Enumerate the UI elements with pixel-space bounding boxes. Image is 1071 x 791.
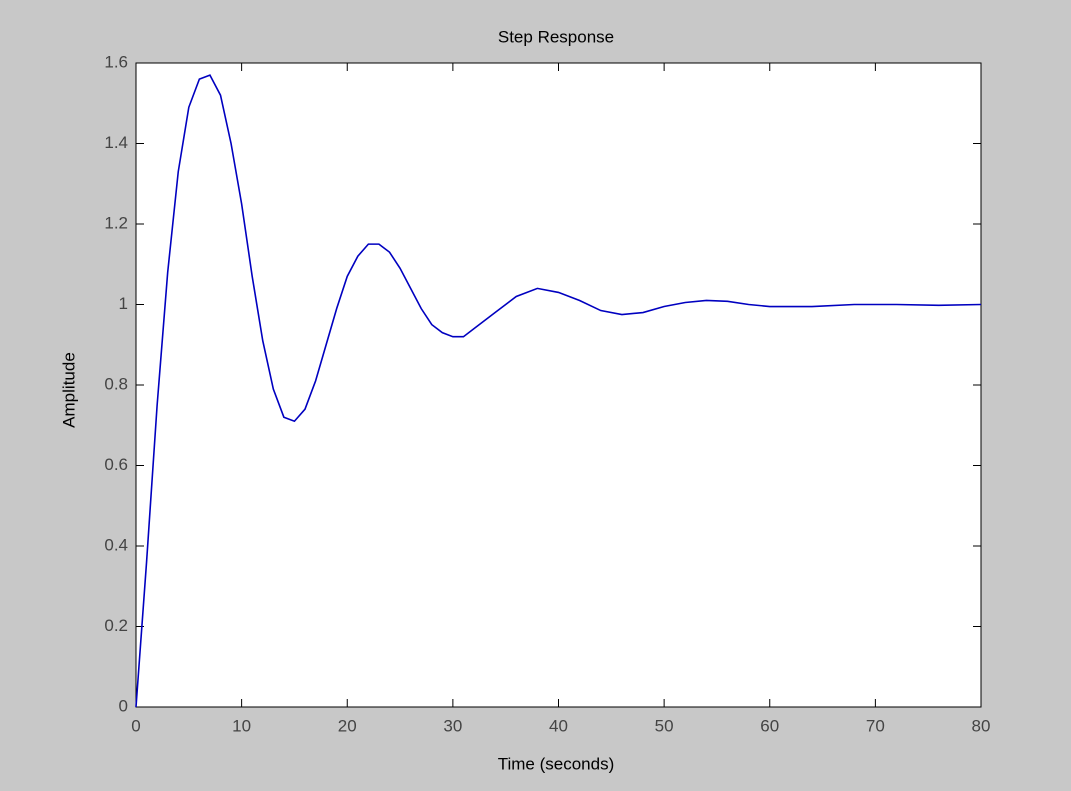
y-axis-title: Amplitude xyxy=(59,352,78,428)
x-tick-label: 50 xyxy=(655,716,674,735)
y-tick-label: 0.8 xyxy=(104,374,128,393)
x-tick-label: 0 xyxy=(131,716,140,735)
y-tick-label: 0.6 xyxy=(104,455,128,474)
y-tick-label: 0.2 xyxy=(104,616,128,635)
x-tick-label: 10 xyxy=(232,716,251,735)
y-tick-label: 0 xyxy=(119,696,128,715)
chart-title: Step Response xyxy=(498,27,614,46)
x-tick-label: 80 xyxy=(972,716,991,735)
x-axis-title: Time (seconds) xyxy=(498,754,615,773)
x-tick-label: 60 xyxy=(760,716,779,735)
y-tick-label: 1.4 xyxy=(104,133,128,152)
x-tick-label: 70 xyxy=(866,716,885,735)
y-tick-label: 1.2 xyxy=(104,213,128,232)
line-series xyxy=(135,74,982,708)
x-tick-label: 30 xyxy=(443,716,462,735)
x-tick-label: 20 xyxy=(338,716,357,735)
y-tick-label: 1.6 xyxy=(104,52,128,71)
plot-area xyxy=(135,62,982,708)
y-tick-label: 0.4 xyxy=(104,535,128,554)
y-tick-label: 1 xyxy=(119,294,128,313)
x-tick-label: 40 xyxy=(549,716,568,735)
